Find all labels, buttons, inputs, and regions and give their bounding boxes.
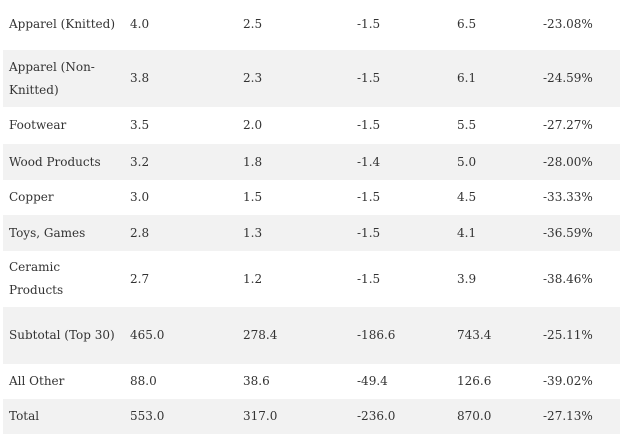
table-row: All Other 88.0 38.6 -49.4 126.6 -39.02% [3, 364, 620, 399]
table-row: Apparel (Non-Knitted) 3.8 2.3 -1.5 6.1 -24.59… [3, 50, 620, 107]
value-cell: -186.6 [357, 328, 396, 342]
value-cell: 5.0 [457, 154, 477, 169]
data-table: Apparel (Knitted) 4.0 2.5 -1.5 6.5 -23.08% App… [3, 0, 620, 434]
value-cell: 3.9 [457, 271, 477, 286]
value-cell: 465.0 [130, 328, 165, 342]
value-cell: -38.46% [543, 271, 593, 286]
value-cell: 4.0 [130, 16, 150, 31]
table-row: Wood Products 3.2 1.8 -1.4 5.0 -28.00% [3, 144, 620, 180]
value-cell: 6.5 [457, 16, 477, 31]
table-row: Total 553.0 317.0 -236.0 870.0 -27.13% [3, 399, 620, 434]
row-label-cell: Copper [9, 190, 54, 204]
value-cell: 126.6 [457, 374, 492, 388]
value-cell: 4.1 [457, 225, 477, 240]
value-cell: 88.0 [130, 374, 157, 388]
table-row: Toys, Games 2.8 1.3 -1.5 4.1 -36.59% [3, 215, 620, 251]
value-cell: 1.8 [243, 154, 263, 169]
value-cell: -236.0 [357, 409, 396, 423]
value-cell: -28.00% [543, 154, 593, 169]
table-row: Subtotal (Top 30) 465.0 278.4 -186.6 743.4 -2… [3, 307, 620, 364]
row-label-cell: Apparel (Non-Knitted) [9, 59, 95, 97]
value-cell: 38.6 [243, 374, 270, 388]
row-label-cell: Wood Products [9, 154, 101, 169]
value-cell: -1.5 [357, 225, 381, 240]
value-cell: -1.5 [357, 71, 381, 85]
value-cell: 870.0 [457, 409, 492, 423]
value-cell: 2.7 [130, 271, 150, 286]
row-label-cell: Apparel (Knitted) [9, 16, 115, 31]
row-label-cell: Subtotal (Top 30) [9, 328, 115, 342]
value-cell: -27.27% [543, 118, 593, 132]
row-label-cell: Footwear [9, 118, 67, 132]
table-row: Apparel (Knitted) 4.0 2.5 -1.5 6.5 -23.08% [3, 0, 620, 50]
value-cell: -24.59% [543, 71, 593, 85]
row-label-cell: Toys, Games [9, 225, 86, 240]
value-cell: 3.5 [130, 118, 150, 132]
value-cell: 3.0 [130, 190, 150, 204]
row-label-cell: Total [9, 409, 40, 423]
table-row: Ceramic Products 2.7 1.2 -1.5 3.9 -38.46% [3, 251, 620, 307]
value-cell: 1.3 [243, 225, 263, 240]
value-cell: 2.3 [243, 71, 263, 85]
value-cell: -1.5 [357, 271, 381, 286]
value-cell: -27.13% [543, 409, 593, 423]
value-cell: 553.0 [130, 409, 165, 423]
row-label-cell: All Other [9, 374, 65, 388]
value-cell: 3.2 [130, 154, 150, 169]
value-cell: -23.08% [543, 16, 593, 31]
table-row: Footwear 3.5 2.0 -1.5 5.5 -27.27% [3, 107, 620, 144]
value-cell: 2.5 [243, 16, 263, 31]
value-cell: -33.33% [543, 190, 593, 204]
value-cell: -1.5 [357, 118, 381, 132]
value-cell: -1.5 [357, 16, 381, 31]
table-row: Copper 3.0 1.5 -1.5 4.5 -33.33% [3, 180, 620, 215]
value-cell: -36.59% [543, 225, 593, 240]
value-cell: -49.4 [357, 374, 388, 388]
value-cell: -39.02% [543, 374, 593, 388]
value-cell: 278.4 [243, 328, 278, 342]
value-cell: -1.4 [357, 154, 381, 169]
value-cell: 3.8 [130, 71, 150, 85]
value-cell: 4.5 [457, 190, 477, 204]
value-cell: -25.11% [543, 328, 593, 342]
value-cell: 5.5 [457, 118, 477, 132]
value-cell: 2.8 [130, 225, 150, 240]
value-cell: 6.1 [457, 71, 477, 85]
value-cell: -1.5 [357, 190, 381, 204]
value-cell: 743.4 [457, 328, 492, 342]
value-cell: 1.5 [243, 190, 263, 204]
value-cell: 1.2 [243, 271, 263, 286]
value-cell: 317.0 [243, 409, 278, 423]
value-cell: 2.0 [243, 118, 263, 132]
row-label-cell: Ceramic Products [9, 260, 64, 297]
